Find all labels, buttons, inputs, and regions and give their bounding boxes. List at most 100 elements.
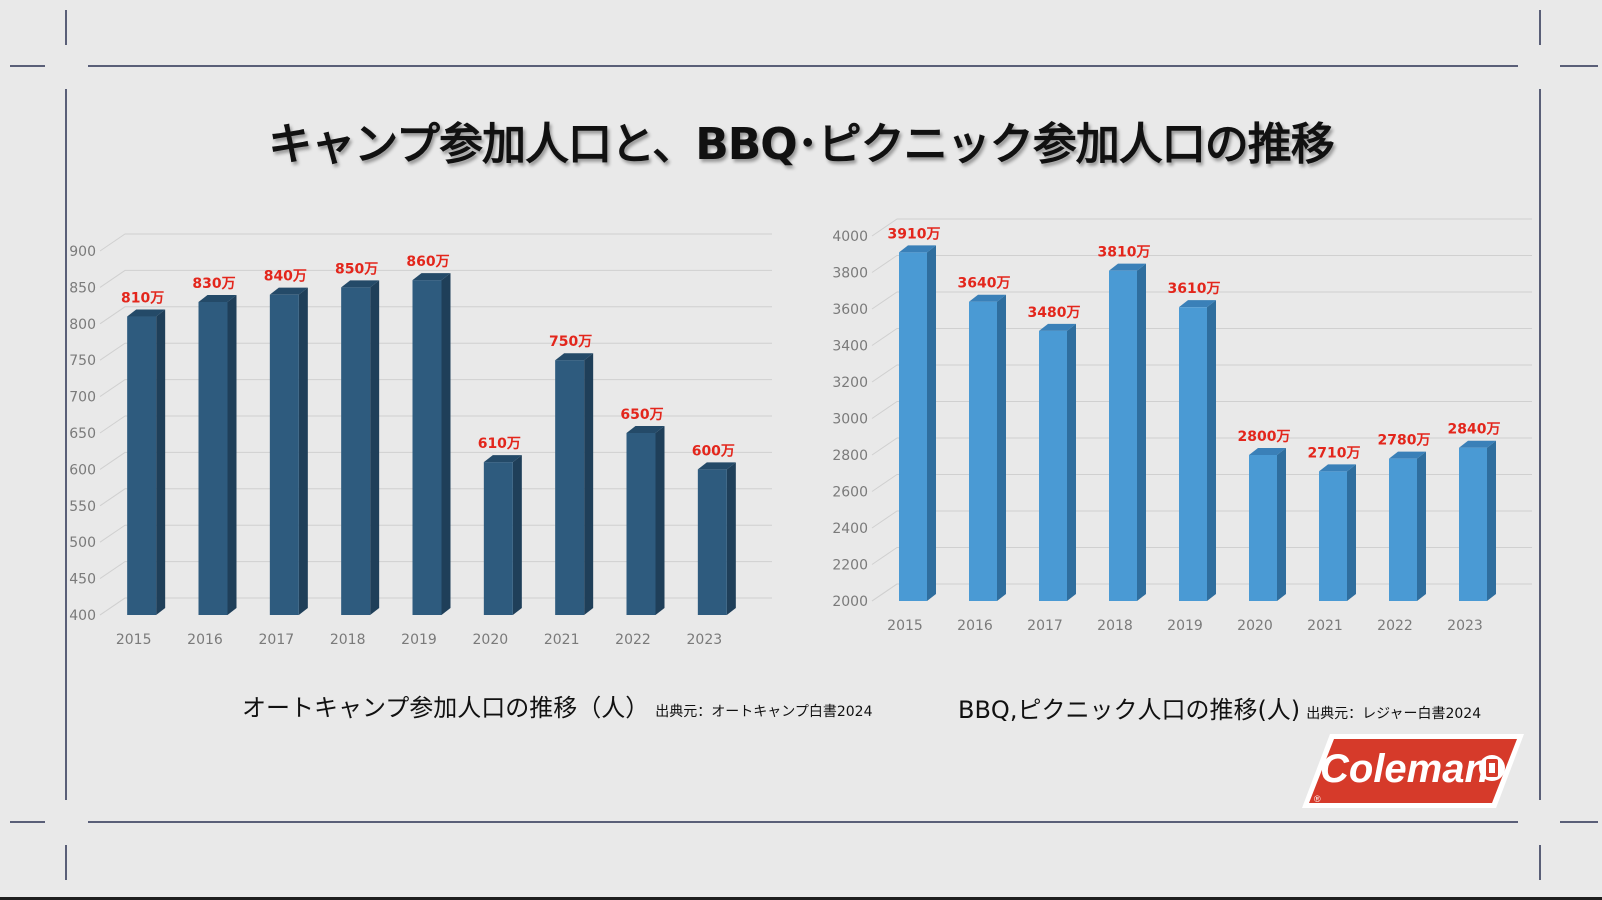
- right-y-tick-label: 2000: [832, 594, 868, 610]
- right-gridline: [871, 437, 1532, 456]
- left-y-tick-label: 600: [69, 462, 96, 478]
- left-bar-side: [156, 309, 166, 615]
- left-bar-top: [198, 294, 237, 302]
- left-bar-side: [726, 462, 736, 615]
- left-gridline: [99, 269, 772, 288]
- slide-title: キャンプ参加人口と、BBQ･ピクニック参加人口の推移: [268, 119, 1334, 170]
- coleman-lantern-logo-icon: [1479, 755, 1505, 781]
- left-bar-side: [298, 287, 308, 615]
- right-bar: [969, 294, 1006, 601]
- left-bar: [198, 294, 237, 615]
- right-data-label: 3910万: [888, 226, 941, 242]
- right-y-tick-label: 3200: [832, 375, 868, 391]
- left-y-tick-label: 500: [69, 535, 96, 551]
- left-bar-top: [412, 273, 451, 281]
- right-gridline: [871, 364, 1532, 383]
- right-bar-side: [1277, 448, 1286, 601]
- camping-population-chart: 400 450 500 550 600 650 700 750 800 850 900 810万 201…: [69, 233, 772, 648]
- left-y-tick-label: 800: [69, 317, 96, 333]
- left-bar-side: [441, 273, 451, 615]
- left-data-label: 840万: [264, 269, 307, 285]
- right-y-tick-label: 4000: [832, 229, 868, 245]
- left-x-tick-label: 2018: [330, 632, 366, 648]
- left-data-label: 750万: [549, 334, 592, 350]
- left-bar-front: [412, 280, 442, 615]
- right-bar-side: [1207, 300, 1216, 601]
- right-bar-side: [1067, 323, 1076, 601]
- right-bar: [1249, 448, 1286, 601]
- left-chart-source: 出典元：オートキャンプ白書2024: [655, 704, 873, 720]
- left-bar-side: [655, 426, 665, 615]
- left-y-tick-label: 850: [69, 280, 96, 296]
- right-bar-side: [1487, 440, 1496, 601]
- right-gridline: [871, 255, 1532, 273]
- right-gridline: [871, 291, 1532, 310]
- right-bar-front: [1039, 330, 1067, 601]
- right-gridline: [871, 328, 1532, 346]
- left-bar: [483, 455, 522, 615]
- right-bar-top: [899, 245, 936, 253]
- left-x-tick-label: 2017: [259, 632, 295, 648]
- left-bar-front: [483, 462, 513, 615]
- left-bar-top: [127, 309, 166, 317]
- left-bar-side: [584, 353, 594, 615]
- left-bar-front: [269, 294, 299, 615]
- right-bar-top: [1319, 464, 1356, 472]
- right-chart-caption-title: BBQ,ピクニック人口の推移(人): [958, 696, 1301, 724]
- right-bar-front: [1179, 307, 1207, 601]
- left-bar: [127, 309, 166, 615]
- left-data-label: 850万: [335, 261, 378, 277]
- right-y-tick-label: 2800: [832, 448, 868, 464]
- right-y-tick-label: 3600: [832, 302, 868, 318]
- left-bar-front: [341, 287, 371, 615]
- right-bar-top: [969, 294, 1006, 302]
- right-y-tick-label: 3000: [832, 412, 868, 428]
- right-x-tick-label: 2017: [1027, 618, 1063, 634]
- left-bar-front: [626, 433, 656, 615]
- left-bar-top: [341, 280, 380, 288]
- coleman-logo: Coleman ®: [1302, 734, 1524, 808]
- right-bar: [1109, 263, 1146, 601]
- bottom-strip: [0, 897, 1602, 900]
- left-bar-top: [269, 287, 308, 295]
- left-bar-front: [555, 360, 585, 615]
- right-bar: [1039, 323, 1076, 601]
- left-data-label: 650万: [620, 407, 663, 423]
- right-gridline: [871, 218, 1532, 237]
- left-x-tick-label: 2016: [187, 632, 223, 648]
- right-bar: [1389, 451, 1426, 601]
- right-bar-side: [927, 245, 936, 602]
- right-bar-side: [1417, 451, 1426, 601]
- right-y-tick-label: 3800: [832, 266, 868, 282]
- left-bar-side: [227, 294, 237, 615]
- left-x-tick-label: 2022: [615, 632, 651, 648]
- left-gridline: [99, 233, 772, 252]
- left-x-tick-label: 2015: [116, 632, 152, 648]
- right-x-tick-label: 2018: [1097, 618, 1133, 634]
- right-bar-top: [1109, 263, 1146, 271]
- right-y-tick-label: 3400: [832, 339, 868, 355]
- right-data-label: 3480万: [1028, 305, 1081, 321]
- right-gridline: [871, 401, 1532, 419]
- left-bar-side: [370, 280, 380, 615]
- left-chart-caption-title: オートキャンプ参加人口の推移（人）: [242, 694, 650, 722]
- left-bar-front: [127, 316, 157, 615]
- left-y-tick-label: 550: [69, 499, 96, 515]
- left-bar: [697, 462, 736, 615]
- right-bar-front: [1249, 455, 1277, 601]
- left-y-tick-label: 650: [69, 426, 96, 442]
- left-gridline: [99, 342, 772, 361]
- left-gridline: [99, 306, 772, 325]
- left-data-label: 830万: [192, 276, 235, 292]
- left-bar-top: [555, 353, 594, 361]
- left-bar-front: [198, 301, 228, 615]
- left-bar-top: [626, 426, 665, 433]
- left-data-label: 810万: [121, 291, 164, 307]
- right-bar-top: [1459, 440, 1496, 448]
- left-bar-top: [483, 455, 522, 463]
- right-bar-side: [1137, 263, 1146, 601]
- left-bar-side: [512, 455, 522, 615]
- right-bar-top: [1179, 300, 1216, 308]
- left-x-tick-label: 2021: [544, 632, 580, 648]
